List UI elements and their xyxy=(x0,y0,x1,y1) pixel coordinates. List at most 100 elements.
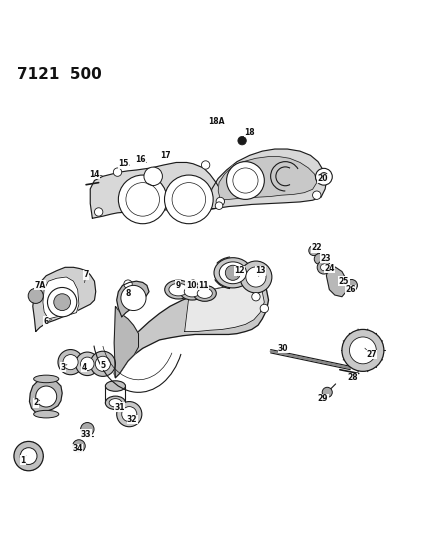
Text: 26: 26 xyxy=(345,285,356,294)
Ellipse shape xyxy=(34,410,59,418)
Text: 32: 32 xyxy=(127,415,137,424)
Ellipse shape xyxy=(34,375,59,383)
Circle shape xyxy=(73,440,85,453)
Ellipse shape xyxy=(184,286,200,297)
Text: 14: 14 xyxy=(89,169,100,179)
Text: 12: 12 xyxy=(234,266,244,275)
Text: 28: 28 xyxy=(347,373,358,382)
Text: 33: 33 xyxy=(81,430,91,439)
Polygon shape xyxy=(30,379,62,415)
Text: 7121  500: 7121 500 xyxy=(17,67,101,82)
Polygon shape xyxy=(184,285,265,332)
Circle shape xyxy=(312,191,321,199)
Text: 9: 9 xyxy=(176,281,181,290)
Text: 30: 30 xyxy=(278,344,288,353)
Text: 4: 4 xyxy=(81,362,86,372)
Ellipse shape xyxy=(105,381,125,391)
Text: 5: 5 xyxy=(100,360,105,369)
Circle shape xyxy=(314,254,325,264)
Text: 31: 31 xyxy=(114,402,125,411)
Text: 24: 24 xyxy=(324,264,335,273)
Text: 18: 18 xyxy=(244,128,255,137)
Polygon shape xyxy=(90,163,224,219)
Circle shape xyxy=(246,267,266,287)
Text: 1: 1 xyxy=(21,456,26,465)
Text: 8: 8 xyxy=(125,289,131,298)
Text: 29: 29 xyxy=(318,394,328,403)
Text: 22: 22 xyxy=(312,243,322,252)
Circle shape xyxy=(95,356,110,372)
Text: 3: 3 xyxy=(60,362,65,372)
Polygon shape xyxy=(114,284,268,378)
Ellipse shape xyxy=(169,283,188,296)
Text: 18A: 18A xyxy=(208,117,224,126)
Circle shape xyxy=(80,357,94,370)
Text: 7: 7 xyxy=(83,270,89,279)
Circle shape xyxy=(14,441,43,471)
Circle shape xyxy=(90,351,116,376)
Text: 7A: 7A xyxy=(34,281,45,290)
Circle shape xyxy=(63,354,78,370)
Circle shape xyxy=(58,350,83,375)
Circle shape xyxy=(164,175,213,224)
Circle shape xyxy=(144,167,162,185)
Text: 2: 2 xyxy=(33,398,39,407)
Circle shape xyxy=(226,161,265,199)
Ellipse shape xyxy=(109,399,122,407)
Text: 17: 17 xyxy=(160,151,171,160)
Text: 25: 25 xyxy=(339,277,349,286)
Circle shape xyxy=(117,401,142,427)
Circle shape xyxy=(346,279,357,291)
Text: 13: 13 xyxy=(255,266,265,275)
Circle shape xyxy=(122,407,137,422)
Circle shape xyxy=(240,261,272,293)
Text: 23: 23 xyxy=(320,254,330,263)
Circle shape xyxy=(121,285,146,311)
Circle shape xyxy=(189,280,197,288)
Circle shape xyxy=(36,386,56,407)
Polygon shape xyxy=(43,277,79,319)
Circle shape xyxy=(225,265,241,280)
Circle shape xyxy=(80,423,94,436)
Circle shape xyxy=(76,352,99,376)
Circle shape xyxy=(238,136,246,145)
Circle shape xyxy=(216,197,224,206)
Circle shape xyxy=(322,387,332,398)
Circle shape xyxy=(320,173,328,181)
Circle shape xyxy=(119,175,167,224)
Text: 11: 11 xyxy=(198,281,209,290)
Polygon shape xyxy=(114,306,139,378)
Polygon shape xyxy=(208,149,327,210)
Text: 6: 6 xyxy=(44,317,49,326)
Text: 16: 16 xyxy=(135,155,146,164)
Polygon shape xyxy=(33,268,96,332)
Circle shape xyxy=(54,294,71,311)
Ellipse shape xyxy=(219,262,247,284)
Circle shape xyxy=(315,168,332,185)
Circle shape xyxy=(95,208,103,216)
Circle shape xyxy=(317,261,330,274)
Circle shape xyxy=(342,329,384,372)
Ellipse shape xyxy=(197,288,212,298)
Ellipse shape xyxy=(214,257,252,288)
Circle shape xyxy=(124,280,132,288)
Polygon shape xyxy=(117,281,149,317)
Ellipse shape xyxy=(105,396,125,409)
Text: 10: 10 xyxy=(186,281,196,290)
Ellipse shape xyxy=(193,285,216,301)
Circle shape xyxy=(20,448,37,464)
Circle shape xyxy=(202,161,210,169)
Circle shape xyxy=(48,287,77,317)
Text: 20: 20 xyxy=(318,174,328,183)
Circle shape xyxy=(113,168,122,176)
Circle shape xyxy=(321,264,327,271)
Circle shape xyxy=(350,337,376,364)
Circle shape xyxy=(28,288,43,303)
Ellipse shape xyxy=(180,283,204,300)
Polygon shape xyxy=(327,264,346,297)
Text: 34: 34 xyxy=(72,445,83,454)
Circle shape xyxy=(260,304,268,313)
Circle shape xyxy=(252,293,260,301)
Circle shape xyxy=(309,246,319,256)
Polygon shape xyxy=(218,157,317,199)
